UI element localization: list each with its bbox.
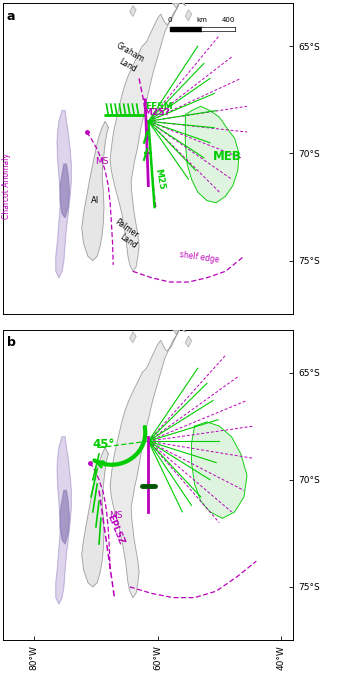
Text: M25: M25 bbox=[153, 168, 165, 190]
Text: MS: MS bbox=[95, 157, 108, 166]
Polygon shape bbox=[173, 325, 185, 334]
Text: MS: MS bbox=[109, 511, 123, 521]
Text: EFSM: EFSM bbox=[145, 102, 173, 111]
Polygon shape bbox=[110, 329, 179, 597]
Text: Palmer: Palmer bbox=[113, 217, 140, 240]
Polygon shape bbox=[60, 164, 69, 218]
Polygon shape bbox=[173, 0, 185, 8]
Text: Graham: Graham bbox=[114, 41, 145, 64]
Text: 0: 0 bbox=[168, 16, 172, 23]
Polygon shape bbox=[185, 10, 191, 21]
Text: Land: Land bbox=[118, 232, 139, 251]
Polygon shape bbox=[130, 332, 136, 342]
Text: shelf edge: shelf edge bbox=[179, 251, 220, 265]
Polygon shape bbox=[60, 490, 69, 544]
Text: a: a bbox=[7, 10, 15, 23]
Text: M25?: M25? bbox=[143, 108, 170, 117]
Text: 45°: 45° bbox=[93, 438, 115, 451]
Polygon shape bbox=[110, 3, 179, 271]
Text: Land: Land bbox=[118, 57, 138, 74]
Polygon shape bbox=[185, 106, 239, 203]
Text: km: km bbox=[197, 16, 208, 23]
Polygon shape bbox=[130, 5, 136, 16]
Polygon shape bbox=[82, 447, 108, 587]
Text: AI: AI bbox=[91, 196, 99, 205]
Text: MEB: MEB bbox=[213, 150, 242, 163]
Polygon shape bbox=[191, 422, 247, 519]
Text: b: b bbox=[7, 336, 15, 349]
Polygon shape bbox=[185, 336, 191, 347]
Polygon shape bbox=[56, 110, 71, 277]
Text: EPLSZ: EPLSZ bbox=[105, 514, 125, 546]
Text: Charcot Anomaly: Charcot Anomaly bbox=[2, 153, 11, 219]
Text: 400: 400 bbox=[221, 16, 235, 23]
Polygon shape bbox=[56, 437, 71, 604]
Polygon shape bbox=[82, 121, 108, 260]
